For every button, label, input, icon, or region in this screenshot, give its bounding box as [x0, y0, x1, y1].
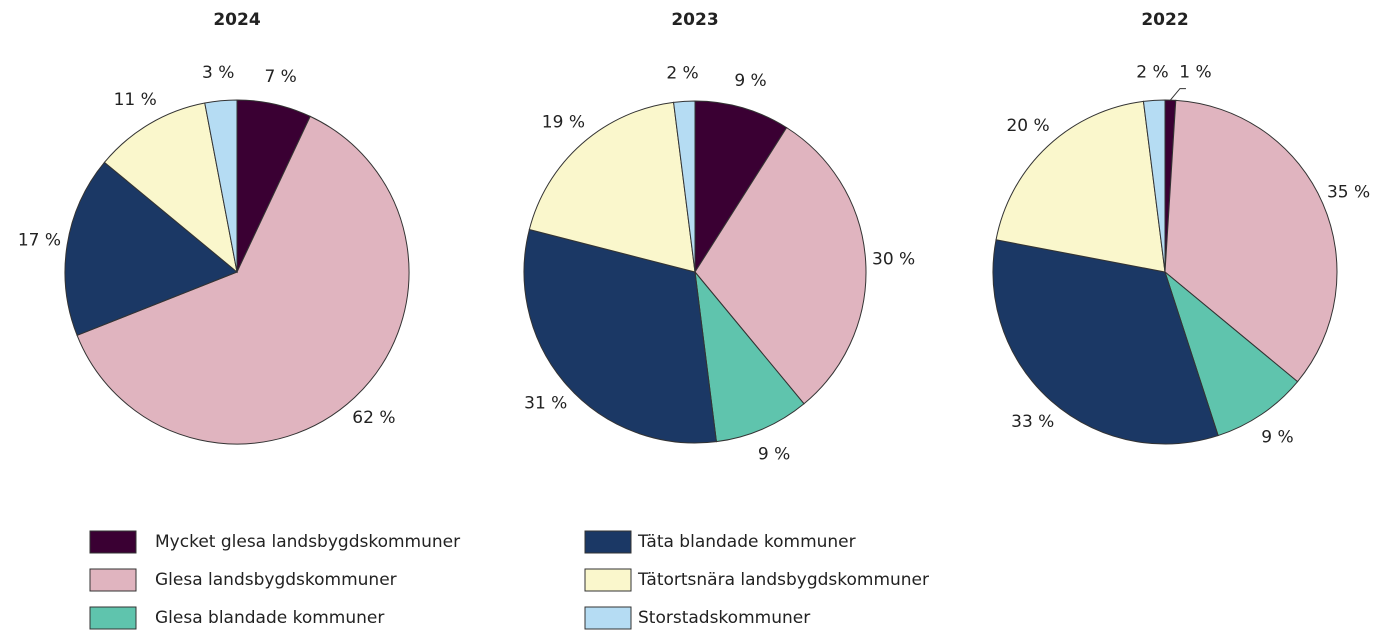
legend-swatch — [89, 530, 137, 554]
slice-label: 9 % — [734, 71, 766, 91]
pie-slice — [694, 126, 867, 405]
slice-label: 2 % — [1136, 62, 1168, 82]
pie-slice — [1163, 270, 1299, 437]
pie-slice — [76, 115, 410, 445]
slice-label: 1 % — [1179, 62, 1211, 82]
pie-slice — [694, 100, 788, 274]
slice-label: 20 % — [1006, 116, 1049, 136]
slice-label: 30 % — [872, 250, 915, 270]
pie-slice — [103, 102, 238, 274]
chart-title: 2024 — [213, 10, 260, 30]
slice-label: 33 % — [1011, 412, 1054, 432]
legend-label: Mycket glesa landsbygdskommuner — [155, 532, 460, 552]
slice-label: 11 % — [114, 90, 157, 110]
pie-slice — [528, 101, 696, 273]
legend-label: Tätortsnära landsbygdskommuner — [637, 570, 929, 590]
pie-slice — [523, 228, 717, 444]
legend-swatch — [89, 606, 137, 630]
leader-line — [1170, 88, 1186, 101]
legend-label: Glesa landsbygdskommuner — [155, 570, 397, 590]
slice-label: 7 % — [264, 67, 296, 87]
pie-slice — [204, 99, 238, 273]
legend-swatch — [584, 568, 632, 592]
slice-label: 9 % — [1261, 427, 1293, 447]
slice-label: 19 % — [542, 113, 585, 133]
slice-label: 2 % — [666, 63, 698, 83]
chart-title: 2022 — [1141, 10, 1188, 30]
legend-label: Glesa blandade kommuner — [155, 608, 384, 628]
legend-swatch — [89, 568, 137, 592]
pie-slice — [992, 239, 1219, 445]
slice-label: 9 % — [758, 445, 790, 465]
legend-swatch — [584, 606, 632, 630]
slice-label: 3 % — [202, 63, 234, 83]
slice-label: 31 % — [524, 394, 567, 414]
pie-slice — [1142, 99, 1166, 273]
slice-label: 35 % — [1327, 183, 1370, 203]
legend-swatch — [584, 530, 632, 554]
slice-label: 62 % — [352, 408, 395, 428]
chart-title: 2023 — [671, 10, 718, 30]
slice-label: 17 % — [18, 231, 61, 251]
legend-label: Täta blandade kommuner — [637, 532, 856, 552]
pie-slice — [995, 100, 1166, 273]
pie-slice — [673, 100, 696, 273]
pie-slice — [64, 161, 238, 336]
legend-label: Storstadskommuner — [638, 608, 810, 628]
pie-slice — [694, 270, 805, 443]
pie-slice — [1164, 99, 1338, 383]
